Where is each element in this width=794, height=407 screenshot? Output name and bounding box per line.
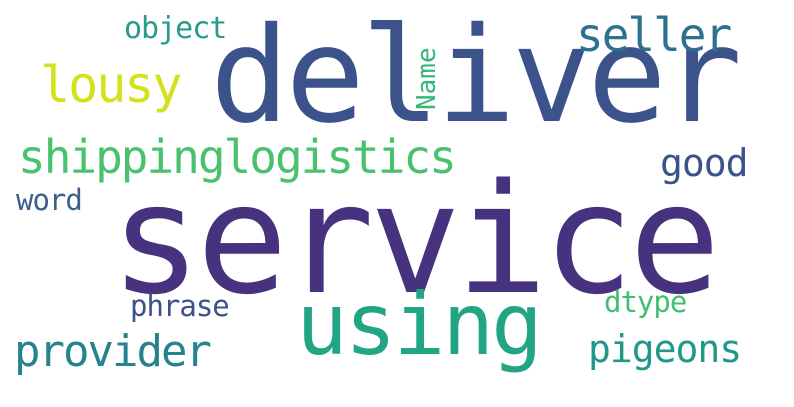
- word-word: word: [16, 183, 83, 217]
- word-service: service: [110, 151, 721, 328]
- word-shippinglogistics: shippinglogistics: [18, 130, 457, 184]
- word-deliver: deliver: [210, 0, 742, 153]
- word-phrase: phrase: [130, 289, 230, 323]
- word-provider: provider: [14, 326, 212, 377]
- word-seller: seller: [576, 8, 732, 62]
- word-pigeons: pigeons: [588, 327, 742, 371]
- word-using: using: [296, 275, 543, 375]
- word-good: good: [660, 141, 749, 185]
- word-dtype: dtype: [604, 285, 687, 319]
- word-name: Name: [412, 47, 442, 110]
- word-name-container: Name: [412, 20, 446, 110]
- word-object: object: [124, 11, 227, 46]
- word-lousy: lousy: [40, 56, 183, 114]
